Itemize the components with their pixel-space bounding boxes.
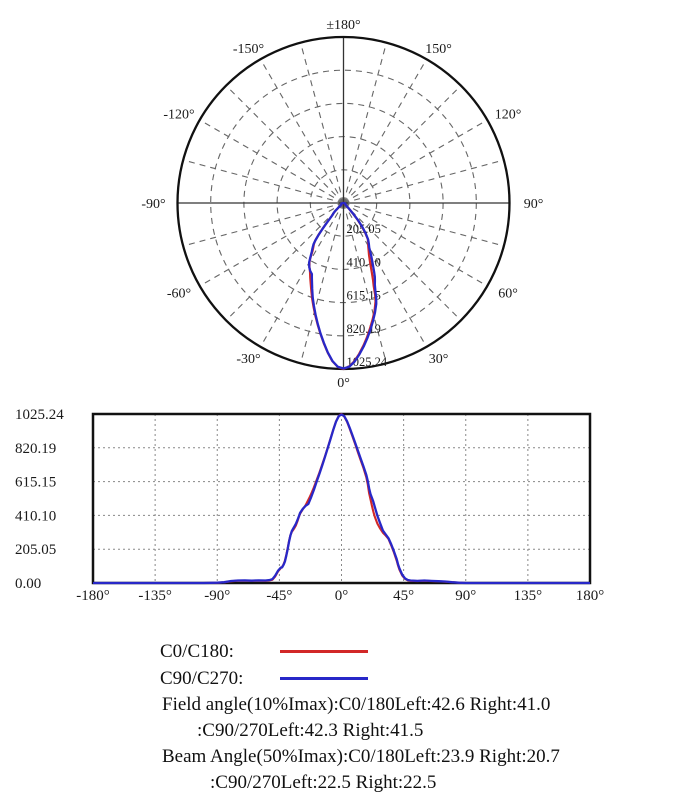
legend-row-c90: C90/C270: — [160, 665, 368, 692]
polar-grid-spoke — [300, 42, 345, 204]
polar-angle-label: 90° — [524, 197, 544, 212]
field-angle-line-2: :C90/270Left:42.3 Right:41.5 — [197, 720, 424, 741]
polar-grid-spoke — [183, 159, 344, 204]
polar-angle-label: -30° — [236, 352, 260, 367]
cartesian-x-tick-label: 0° — [335, 588, 349, 604]
polar-grid-spoke — [199, 119, 344, 204]
cartesian-y-tick-label: 410.10 — [15, 508, 56, 524]
polar-angle-label: -90° — [141, 197, 165, 212]
c0-c180-line-swatch — [280, 650, 368, 653]
polar-grid-spoke — [343, 159, 504, 204]
polar-grid-spoke — [343, 85, 462, 204]
polar-grid-spoke — [343, 202, 504, 247]
cartesian-y-tick-label: 1025.24 — [15, 407, 64, 423]
polar-grid-spoke — [183, 202, 344, 247]
polar-grid-spoke — [225, 85, 344, 204]
legend: C0/C180: C90/C270: — [160, 638, 368, 692]
cartesian-y-tick-label: 820.19 — [15, 441, 56, 457]
legend-label-c90: C90/C270: — [160, 667, 244, 689]
polar-angle-label: 150° — [425, 42, 452, 57]
c90-c270-line-swatch — [280, 677, 368, 680]
polar-grid-spoke — [343, 202, 427, 348]
cartesian-x-tick-label: 180° — [576, 588, 605, 604]
cartesian-curve-c90-c270 — [93, 413, 590, 585]
polar-angle-label: 60° — [498, 287, 518, 302]
cartesian-y-tick-label: 205.05 — [15, 542, 56, 558]
polar-grid-spoke — [342, 202, 387, 364]
polar-angle-label: -150° — [233, 42, 264, 57]
beam-angle-line-1: Beam Angle(50%Imax):C0/180Left:23.9 Righ… — [162, 746, 560, 767]
polar-grid-spoke — [343, 202, 462, 321]
polar-grid-spoke — [225, 202, 344, 321]
polar-radial-label: 410.10 — [347, 255, 381, 269]
field-angle-line-1: Field angle(10%Imax):C0/180Left:42.6 Rig… — [162, 694, 551, 715]
cartesian-y-tick-label: 615.15 — [15, 475, 56, 491]
polar-angle-label: -120° — [163, 108, 194, 123]
legend-label-c0: C0/C180: — [160, 640, 234, 662]
polar-angle-label: 120° — [495, 108, 522, 123]
cartesian-y-tick-label: 0.00 — [15, 576, 41, 592]
cartesian-x-tick-label: -45° — [266, 588, 292, 604]
polar-grid-spoke — [260, 58, 344, 204]
polar-angle-label: -60° — [167, 287, 191, 302]
polar-angle-label: ±180° — [326, 18, 360, 33]
polar-radial-label: 820.19 — [347, 322, 381, 336]
cartesian-x-tick-label: -180° — [76, 588, 110, 604]
cartesian-x-tick-label: 135° — [514, 588, 543, 604]
polar-grid-spoke — [199, 202, 344, 287]
polar-grid-spoke — [342, 42, 387, 204]
polar-angle-label: 30° — [429, 352, 449, 367]
polar-angle-label: 0° — [337, 376, 350, 391]
polar-curve-c90-c270 — [307, 201, 378, 370]
beam-angle-line-2: :C90/270Left:22.5 Right:22.5 — [210, 772, 437, 793]
cartesian-x-tick-label: -135° — [138, 588, 172, 604]
cartesian-x-tick-label: -90° — [204, 588, 230, 604]
polar-grid-spoke — [343, 58, 427, 204]
polar-radial-label: 615.15 — [347, 289, 381, 303]
intensity-distribution-charts: 0° 30° 60° 90° 120° 150° ±180° -150° -120° -90° -6… — [15, 18, 605, 604]
polar-grid-spoke — [343, 119, 488, 204]
cartesian-x-tick-label: 90° — [455, 588, 476, 604]
polar-grid-spoke — [343, 202, 488, 287]
legend-row-c0: C0/C180: — [160, 638, 368, 665]
polar-grid-spoke — [300, 202, 345, 364]
angle-annotations: Field angle(10%Imax):C0/180Left:42.6 Rig… — [160, 692, 560, 796]
cartesian-x-tick-label: 45° — [393, 588, 414, 604]
polar-grid-spoke — [260, 202, 344, 348]
